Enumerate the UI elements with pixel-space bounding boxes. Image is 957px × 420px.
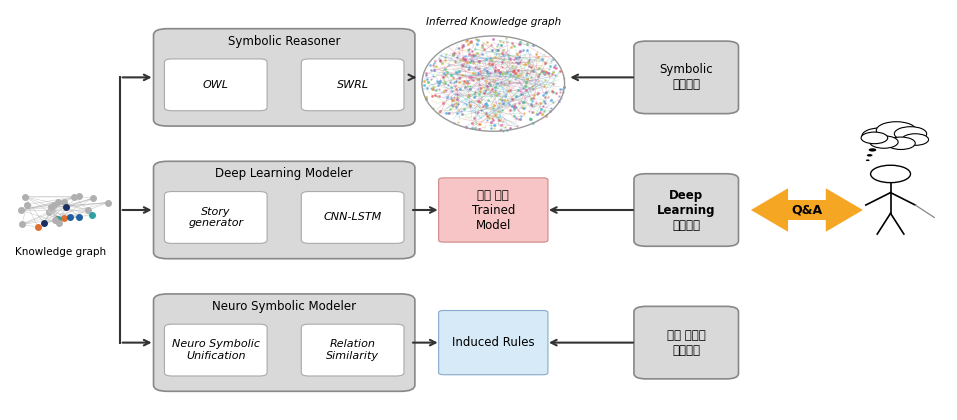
FancyBboxPatch shape xyxy=(301,192,404,243)
FancyBboxPatch shape xyxy=(153,29,415,126)
Text: Deep Learning Modeler: Deep Learning Modeler xyxy=(215,167,353,180)
FancyBboxPatch shape xyxy=(165,192,267,243)
Circle shape xyxy=(866,160,870,161)
FancyBboxPatch shape xyxy=(153,161,415,259)
FancyBboxPatch shape xyxy=(301,59,404,111)
FancyBboxPatch shape xyxy=(438,178,548,242)
Text: Story
generator: Story generator xyxy=(189,207,243,228)
Circle shape xyxy=(862,128,899,144)
Text: 뉴로 심볼릭
지식완성: 뉴로 심볼릭 지식완성 xyxy=(667,328,705,357)
Polygon shape xyxy=(751,188,863,232)
Circle shape xyxy=(861,132,888,144)
Text: Symbolic Reasoner: Symbolic Reasoner xyxy=(228,34,341,47)
FancyBboxPatch shape xyxy=(634,174,739,246)
FancyBboxPatch shape xyxy=(165,324,267,376)
Circle shape xyxy=(877,122,916,139)
Circle shape xyxy=(870,136,899,148)
Text: Relation
Similarity: Relation Similarity xyxy=(326,339,379,361)
Circle shape xyxy=(867,154,873,157)
Text: Deep
Learning
지식완성: Deep Learning 지식완성 xyxy=(657,189,716,231)
FancyBboxPatch shape xyxy=(634,306,739,379)
FancyBboxPatch shape xyxy=(153,294,415,391)
FancyBboxPatch shape xyxy=(165,59,267,111)
Text: Inferred Knowledge graph: Inferred Knowledge graph xyxy=(426,17,561,27)
Text: Neuro Symbolic
Unification: Neuro Symbolic Unification xyxy=(171,339,259,361)
Text: Symbolic
지식완성: Symbolic 지식완성 xyxy=(659,63,713,92)
Text: SWRL: SWRL xyxy=(337,80,368,90)
Text: Knowledge graph: Knowledge graph xyxy=(15,247,106,257)
Circle shape xyxy=(901,134,928,145)
Circle shape xyxy=(869,148,877,152)
Circle shape xyxy=(887,137,915,150)
Text: Neuro Symbolic Modeler: Neuro Symbolic Modeler xyxy=(212,300,356,313)
Text: OWL: OWL xyxy=(203,80,229,90)
FancyBboxPatch shape xyxy=(438,310,548,375)
Circle shape xyxy=(871,165,910,183)
Text: Induced Rules: Induced Rules xyxy=(452,336,535,349)
FancyBboxPatch shape xyxy=(301,324,404,376)
Text: CNN-LSTM: CNN-LSTM xyxy=(323,213,382,223)
Text: 지식 완성
Trained
Model: 지식 완성 Trained Model xyxy=(472,189,515,231)
Circle shape xyxy=(895,127,926,141)
FancyBboxPatch shape xyxy=(634,41,739,114)
Text: Q&A: Q&A xyxy=(791,204,822,216)
